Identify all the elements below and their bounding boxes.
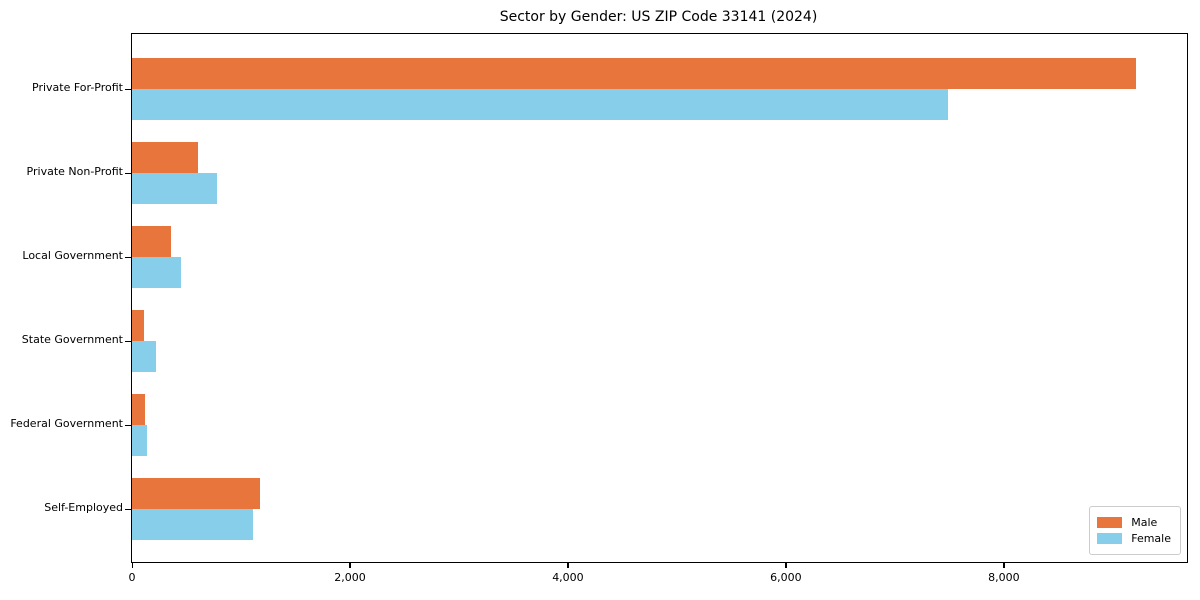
- legend-label: Female: [1131, 532, 1171, 545]
- x-tick-mark: [785, 563, 787, 568]
- x-tick-label: 0: [128, 571, 136, 584]
- bar-female-local-government: [132, 257, 182, 288]
- y-tick-mark: [125, 172, 131, 174]
- bar-male-private-for-profit: [132, 58, 1136, 89]
- y-tick-label: Self-Employed: [44, 501, 123, 514]
- bar-male-federal-government: [132, 394, 146, 425]
- y-tick-mark: [125, 88, 131, 90]
- y-tick-label: State Government: [21, 333, 123, 346]
- bar-group: [132, 394, 1187, 456]
- y-tick-mark: [125, 340, 131, 342]
- bar-group: [132, 58, 1187, 120]
- x-tick-label: 4,000: [552, 571, 584, 584]
- bar-male-state-government: [132, 310, 144, 341]
- legend-swatch-male: [1097, 517, 1123, 528]
- x-tick-mark: [131, 563, 133, 568]
- legend-item-female: Female: [1097, 532, 1171, 545]
- y-tick-label: Local Government: [22, 249, 123, 262]
- x-tick-label: 8,000: [988, 571, 1020, 584]
- y-tick-mark: [125, 508, 131, 510]
- bar-female-private-non-profit: [132, 173, 217, 204]
- x-tick-label: 2,000: [334, 571, 366, 584]
- x-tick-mark: [349, 563, 351, 568]
- y-tick-mark: [125, 424, 131, 426]
- bar-female-self-employed: [132, 509, 253, 540]
- bar-male-private-non-profit: [132, 142, 199, 173]
- bar-female-state-government: [132, 341, 156, 372]
- bar-female-federal-government: [132, 425, 148, 456]
- y-tick-label: Federal Government: [10, 417, 123, 430]
- legend-item-male: Male: [1097, 516, 1171, 529]
- legend: Male Female: [1089, 506, 1181, 555]
- y-tick-label: Private For-Profit: [32, 81, 123, 94]
- x-tick-mark: [567, 563, 569, 568]
- bar-group: [132, 226, 1187, 288]
- y-tick-label: Private Non-Profit: [26, 165, 123, 178]
- bar-male-self-employed: [132, 478, 260, 509]
- chart-title: Sector by Gender: US ZIP Code 33141 (202…: [499, 9, 818, 25]
- y-tick-mark: [125, 256, 131, 258]
- legend-label: Male: [1131, 516, 1158, 529]
- legend-swatch-female: [1097, 533, 1123, 544]
- x-tick-label: 6,000: [770, 571, 802, 584]
- x-tick-mark: [1003, 563, 1005, 568]
- bar-female-private-for-profit: [132, 89, 949, 120]
- plot-area: Male Female 0 2,000 4,000 6,000 8,000: [125, 33, 1188, 584]
- bar-group: [132, 310, 1187, 372]
- bar-group: [132, 142, 1187, 204]
- bar-male-local-government: [132, 226, 172, 257]
- bar-group: [132, 478, 1187, 540]
